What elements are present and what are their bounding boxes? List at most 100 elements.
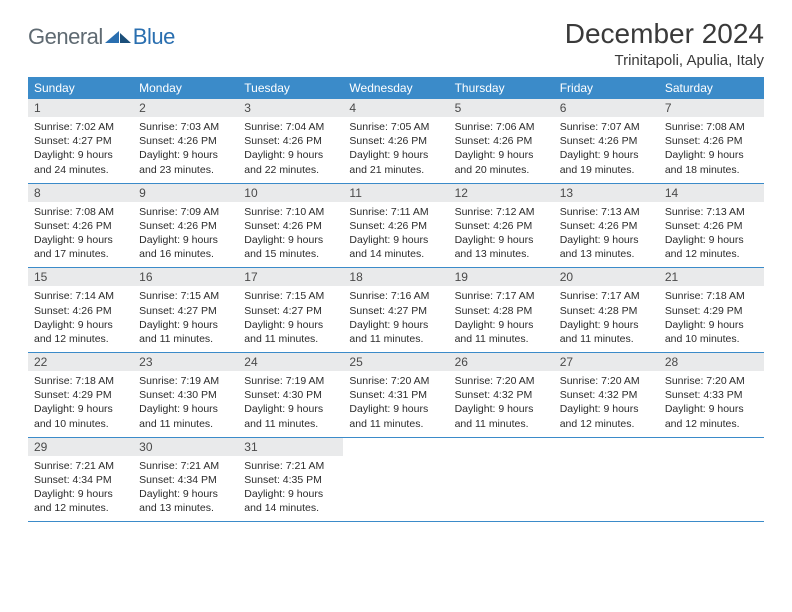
week-row: 22Sunrise: 7:18 AMSunset: 4:29 PMDayligh… — [28, 353, 764, 438]
sunset-text: Sunset: 4:27 PM — [139, 304, 232, 318]
day-cell: 21Sunrise: 7:18 AMSunset: 4:29 PMDayligh… — [659, 268, 764, 352]
day-cell: 30Sunrise: 7:21 AMSunset: 4:34 PMDayligh… — [133, 438, 238, 522]
sunrise-text: Sunrise: 7:16 AM — [349, 289, 442, 303]
weekday-header: Tuesday — [238, 77, 343, 99]
day-content: Sunrise: 7:20 AMSunset: 4:32 PMDaylight:… — [449, 371, 554, 437]
day-content: Sunrise: 7:07 AMSunset: 4:26 PMDaylight:… — [554, 117, 659, 183]
day-content: Sunrise: 7:12 AMSunset: 4:26 PMDaylight:… — [449, 202, 554, 268]
sunrise-text: Sunrise: 7:14 AM — [34, 289, 127, 303]
week-row: 29Sunrise: 7:21 AMSunset: 4:34 PMDayligh… — [28, 438, 764, 523]
sunrise-text: Sunrise: 7:19 AM — [244, 374, 337, 388]
sunrise-text: Sunrise: 7:20 AM — [665, 374, 758, 388]
day-number: 3 — [238, 99, 343, 117]
day-cell: 28Sunrise: 7:20 AMSunset: 4:33 PMDayligh… — [659, 353, 764, 437]
day-cell — [449, 438, 554, 522]
day-number: 22 — [28, 353, 133, 371]
daylight-text: Daylight: 9 hours and 12 minutes. — [34, 487, 127, 515]
sunrise-text: Sunrise: 7:15 AM — [139, 289, 232, 303]
sunrise-text: Sunrise: 7:09 AM — [139, 205, 232, 219]
weekday-header: Wednesday — [343, 77, 448, 99]
sunset-text: Sunset: 4:26 PM — [244, 134, 337, 148]
day-content: Sunrise: 7:18 AMSunset: 4:29 PMDaylight:… — [28, 371, 133, 437]
day-cell: 20Sunrise: 7:17 AMSunset: 4:28 PMDayligh… — [554, 268, 659, 352]
daylight-text: Daylight: 9 hours and 11 minutes. — [349, 318, 442, 346]
day-content: Sunrise: 7:05 AMSunset: 4:26 PMDaylight:… — [343, 117, 448, 183]
daylight-text: Daylight: 9 hours and 12 minutes. — [560, 402, 653, 430]
day-content: Sunrise: 7:21 AMSunset: 4:34 PMDaylight:… — [133, 456, 238, 522]
day-number: 31 — [238, 438, 343, 456]
day-number: 28 — [659, 353, 764, 371]
sunrise-text: Sunrise: 7:08 AM — [34, 205, 127, 219]
logo-text-general: General — [28, 24, 103, 50]
day-number: 27 — [554, 353, 659, 371]
day-content: Sunrise: 7:19 AMSunset: 4:30 PMDaylight:… — [133, 371, 238, 437]
weekday-header-row: SundayMondayTuesdayWednesdayThursdayFrid… — [28, 77, 764, 99]
sunset-text: Sunset: 4:30 PM — [139, 388, 232, 402]
day-content: Sunrise: 7:17 AMSunset: 4:28 PMDaylight:… — [554, 286, 659, 352]
day-number: 15 — [28, 268, 133, 286]
daylight-text: Daylight: 9 hours and 11 minutes. — [560, 318, 653, 346]
daylight-text: Daylight: 9 hours and 13 minutes. — [139, 487, 232, 515]
day-cell: 4Sunrise: 7:05 AMSunset: 4:26 PMDaylight… — [343, 99, 448, 183]
day-number: 24 — [238, 353, 343, 371]
day-content: Sunrise: 7:08 AMSunset: 4:26 PMDaylight:… — [28, 202, 133, 268]
daylight-text: Daylight: 9 hours and 11 minutes. — [139, 402, 232, 430]
weekday-header: Monday — [133, 77, 238, 99]
day-cell: 14Sunrise: 7:13 AMSunset: 4:26 PMDayligh… — [659, 184, 764, 268]
sunset-text: Sunset: 4:26 PM — [455, 219, 548, 233]
day-cell: 11Sunrise: 7:11 AMSunset: 4:26 PMDayligh… — [343, 184, 448, 268]
day-cell: 29Sunrise: 7:21 AMSunset: 4:34 PMDayligh… — [28, 438, 133, 522]
daylight-text: Daylight: 9 hours and 10 minutes. — [665, 318, 758, 346]
day-cell: 18Sunrise: 7:16 AMSunset: 4:27 PMDayligh… — [343, 268, 448, 352]
sunrise-text: Sunrise: 7:11 AM — [349, 205, 442, 219]
sunset-text: Sunset: 4:27 PM — [349, 304, 442, 318]
day-number: 21 — [659, 268, 764, 286]
day-cell — [343, 438, 448, 522]
day-cell: 3 Sunrise: 7:04 AMSunset: 4:26 PMDaylight… — [238, 99, 343, 183]
day-cell: 7Sunrise: 7:08 AMSunset: 4:26 PMDaylight… — [659, 99, 764, 183]
day-cell: 13Sunrise: 7:13 AMSunset: 4:26 PMDayligh… — [554, 184, 659, 268]
weekday-header: Sunday — [28, 77, 133, 99]
daylight-text: Daylight: 9 hours and 11 minutes. — [244, 402, 337, 430]
daylight-text: Daylight: 9 hours and 14 minutes. — [349, 233, 442, 261]
logo: General Blue — [28, 24, 175, 50]
logo-text-blue: Blue — [133, 24, 175, 50]
sunrise-text: Sunrise: 7:18 AM — [34, 374, 127, 388]
day-number: 12 — [449, 184, 554, 202]
daylight-text: Daylight: 9 hours and 11 minutes. — [455, 402, 548, 430]
day-cell: 26Sunrise: 7:20 AMSunset: 4:32 PMDayligh… — [449, 353, 554, 437]
sunset-text: Sunset: 4:33 PM — [665, 388, 758, 402]
day-number: 7 — [659, 99, 764, 117]
day-content: Sunrise: 7:13 AMSunset: 4:26 PMDaylight:… — [554, 202, 659, 268]
sunrise-text: Sunrise: 7:21 AM — [244, 459, 337, 473]
day-content: Sunrise: 7:16 AMSunset: 4:27 PMDaylight:… — [343, 286, 448, 352]
day-cell: 6Sunrise: 7:07 AMSunset: 4:26 PMDaylight… — [554, 99, 659, 183]
day-cell: 23Sunrise: 7:19 AMSunset: 4:30 PMDayligh… — [133, 353, 238, 437]
sunset-text: Sunset: 4:34 PM — [34, 473, 127, 487]
sunset-text: Sunset: 4:26 PM — [665, 219, 758, 233]
day-cell: 31Sunrise: 7:21 AMSunset: 4:35 PMDayligh… — [238, 438, 343, 522]
day-cell: 16Sunrise: 7:15 AMSunset: 4:27 PMDayligh… — [133, 268, 238, 352]
sunrise-text: Sunrise: 7:21 AM — [139, 459, 232, 473]
day-number: 16 — [133, 268, 238, 286]
sunrise-text: Sunrise: 7:03 AM — [139, 120, 232, 134]
day-number: 13 — [554, 184, 659, 202]
weekday-header: Saturday — [659, 77, 764, 99]
day-number: 23 — [133, 353, 238, 371]
day-number: 25 — [343, 353, 448, 371]
week-row: 1Sunrise: 7:02 AMSunset: 4:27 PMDaylight… — [28, 99, 764, 184]
header: General Blue December 2024 Trinitapoli, … — [28, 18, 764, 69]
day-content: Sunrise: 7:20 AMSunset: 4:32 PMDaylight:… — [554, 371, 659, 437]
sunset-text: Sunset: 4:29 PM — [34, 388, 127, 402]
daylight-text: Daylight: 9 hours and 11 minutes. — [244, 318, 337, 346]
sunrise-text: Sunrise: 7:12 AM — [455, 205, 548, 219]
daylight-text: Daylight: 9 hours and 22 minutes. — [244, 148, 337, 176]
sunset-text: Sunset: 4:26 PM — [139, 219, 232, 233]
day-content: Sunrise: 7:14 AMSunset: 4:26 PMDaylight:… — [28, 286, 133, 352]
day-cell: 12Sunrise: 7:12 AMSunset: 4:26 PMDayligh… — [449, 184, 554, 268]
sunrise-text: Sunrise: 7:04 AM — [244, 120, 337, 134]
day-content: Sunrise: 7:02 AMSunset: 4:27 PMDaylight:… — [28, 117, 133, 183]
sunset-text: Sunset: 4:32 PM — [560, 388, 653, 402]
daylight-text: Daylight: 9 hours and 14 minutes. — [244, 487, 337, 515]
day-number: 11 — [343, 184, 448, 202]
